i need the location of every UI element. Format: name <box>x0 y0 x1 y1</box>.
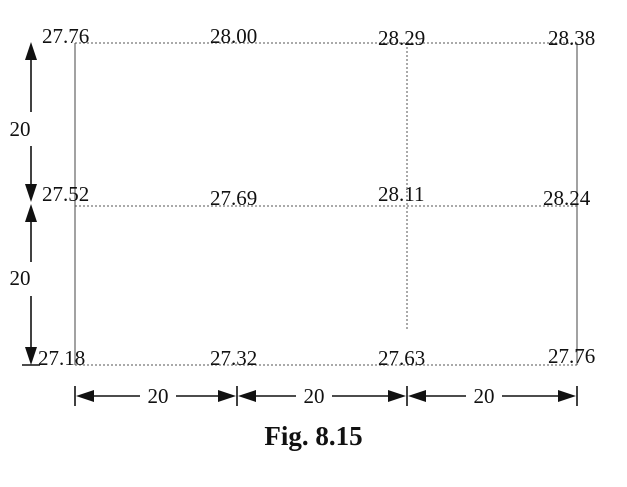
arrow-left-icon <box>238 390 256 402</box>
arrow-right-icon <box>218 390 236 402</box>
elevation-r3c1: 27.18 <box>38 346 85 370</box>
arrow-left-icon <box>408 390 426 402</box>
elevation-r2c1: 27.52 <box>42 182 89 206</box>
horizontal-dimension-label-2: 20 <box>304 384 325 408</box>
arrow-up-icon <box>25 204 37 222</box>
arrow-down-icon <box>25 184 37 202</box>
vertical-dimension-label-2: 20 <box>10 266 31 290</box>
vertical-dimension-1: 20 <box>10 42 37 202</box>
elevation-r2c4: 28.24 <box>543 186 591 210</box>
elevation-r2c3: 28.11 <box>378 182 424 206</box>
arrow-left-icon <box>76 390 94 402</box>
vertical-dimension-label-1: 20 <box>10 117 31 141</box>
arrow-right-icon <box>558 390 576 402</box>
elevation-r3c4: 27.76 <box>548 344 595 368</box>
figure-caption: Fig. 8.15 <box>264 421 363 451</box>
horizontal-dimension-3: 20 <box>408 384 576 408</box>
elevation-r3c2: 27.32 <box>210 346 257 370</box>
elevation-r2c2: 27.69 <box>210 186 257 210</box>
elevation-r3c3: 27.63 <box>378 346 425 370</box>
horizontal-dimension-2: 20 <box>238 384 406 408</box>
horizontal-dimension-1: 20 <box>76 384 236 408</box>
arrow-down-icon <box>25 347 37 365</box>
arrow-right-icon <box>388 390 406 402</box>
horizontal-dimension-label-1: 20 <box>148 384 169 408</box>
horizontal-dimension-label-3: 20 <box>474 384 495 408</box>
elevation-r1c4: 28.38 <box>548 26 595 50</box>
elevation-r1c1: 27.76 <box>42 24 89 48</box>
arrow-up-icon <box>25 42 37 60</box>
vertical-dimension-2: 20 <box>10 204 40 366</box>
elevation-r1c3: 28.29 <box>378 26 425 50</box>
elevation-r1c2: 28.00 <box>210 24 257 48</box>
